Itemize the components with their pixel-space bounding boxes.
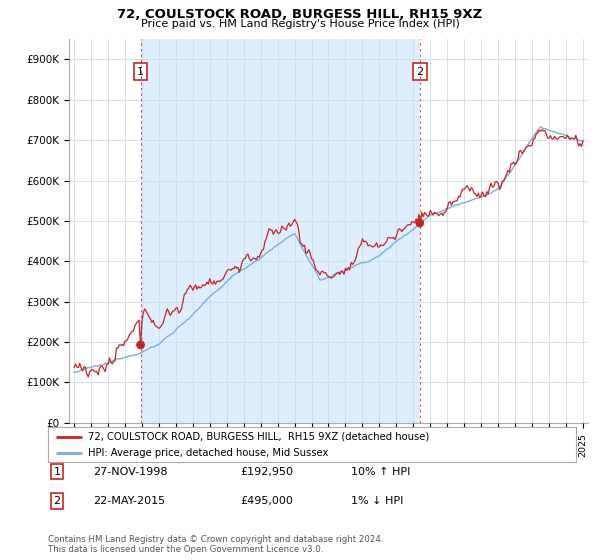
Text: 72, COULSTOCK ROAD, BURGESS HILL,  RH15 9XZ (detached house): 72, COULSTOCK ROAD, BURGESS HILL, RH15 9… xyxy=(88,432,429,442)
Text: 22-MAY-2015: 22-MAY-2015 xyxy=(93,496,165,506)
Point xyxy=(415,218,425,227)
Text: 27-NOV-1998: 27-NOV-1998 xyxy=(93,466,167,477)
Point xyxy=(136,340,145,349)
Text: 1: 1 xyxy=(137,67,144,77)
Text: 10% ↑ HPI: 10% ↑ HPI xyxy=(351,466,410,477)
Text: £495,000: £495,000 xyxy=(240,496,293,506)
Text: £192,950: £192,950 xyxy=(240,466,293,477)
Text: 2: 2 xyxy=(53,496,61,506)
Text: 2: 2 xyxy=(416,67,424,77)
Bar xyxy=(140,39,420,423)
Text: Contains HM Land Registry data © Crown copyright and database right 2024.
This d: Contains HM Land Registry data © Crown c… xyxy=(48,535,383,554)
Text: 1% ↓ HPI: 1% ↓ HPI xyxy=(351,496,403,506)
Text: Price paid vs. HM Land Registry's House Price Index (HPI): Price paid vs. HM Land Registry's House … xyxy=(140,19,460,29)
Text: HPI: Average price, detached house, Mid Sussex: HPI: Average price, detached house, Mid … xyxy=(88,447,328,458)
Text: 72, COULSTOCK ROAD, BURGESS HILL, RH15 9XZ: 72, COULSTOCK ROAD, BURGESS HILL, RH15 9… xyxy=(118,8,482,21)
Text: 1: 1 xyxy=(53,466,61,477)
